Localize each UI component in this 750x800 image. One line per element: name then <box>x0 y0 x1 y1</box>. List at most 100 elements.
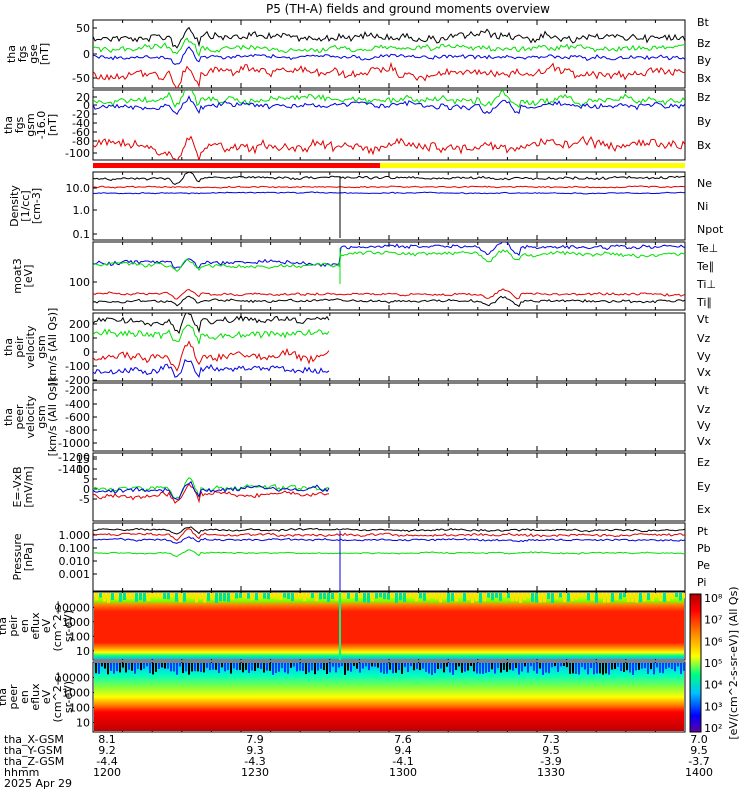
electron-spectrogram-cell <box>212 663 214 670</box>
y-tick-label: 0 <box>83 346 90 359</box>
electron-spectrogram-cell <box>143 663 145 669</box>
y-tick-label: 10 <box>76 645 90 658</box>
ion-spectrogram-cell <box>431 593 434 599</box>
electron-spectrogram-cell <box>596 663 598 674</box>
electron-spectrogram-cell <box>329 663 331 673</box>
y-label-line: velocity <box>24 325 37 368</box>
electron-spectrogram-cell <box>623 663 625 672</box>
electron-spectrogram-cell <box>590 663 592 668</box>
ion-spectrogram-cell <box>199 593 202 600</box>
y-label-line: eflux <box>29 683 42 711</box>
electron-spectrogram-cell <box>128 663 130 670</box>
ion-spectrogram-cell <box>555 593 558 600</box>
legend-vx: Vx <box>697 366 712 379</box>
y-label-line: tha <box>2 338 15 356</box>
y-tick-label: 100 <box>69 702 90 715</box>
electron-spectrogram-cell <box>251 663 253 671</box>
panel-frame <box>92 382 686 452</box>
electron-spectrogram-cell <box>500 663 502 673</box>
electron-spectrogram-cell <box>569 663 571 674</box>
ion-spectrogram-cell <box>211 593 214 600</box>
colorbar-scale <box>689 593 702 733</box>
ion-spectrogram-cell <box>267 593 270 600</box>
electron-spectrogram-cell <box>572 663 574 674</box>
trace-ey <box>93 477 330 500</box>
electron-spectrogram-cell <box>392 663 394 674</box>
trace-ni <box>93 172 685 185</box>
y-label-line: tha <box>5 45 18 63</box>
ion-spectrogram-cell <box>287 593 290 600</box>
electron-spectrogram-cell <box>377 663 379 668</box>
x-axis-value: -4.3 <box>244 755 265 768</box>
x-axis-value: 9.5 <box>690 744 708 757</box>
electron-spectrogram-cell <box>152 663 154 675</box>
trace-bt <box>93 26 685 49</box>
electron-spectrogram-cell <box>98 663 100 674</box>
trace-vt <box>93 313 330 335</box>
ion-spectrogram-cell <box>347 593 350 599</box>
electron-spectrogram-cell <box>326 663 328 674</box>
x-axis-value: 9.4 <box>394 744 412 757</box>
ion-spectrogram-cell <box>679 593 682 601</box>
electron-spectrogram-cell <box>614 663 616 669</box>
y-tick-label: 0.1 <box>73 228 91 241</box>
electron-spectrogram-cell <box>227 663 229 670</box>
legend-by: By <box>697 115 712 128</box>
ion-spectrogram-cell <box>359 593 362 598</box>
legend-vz: Vz <box>697 403 711 416</box>
panel-3: Density[1/cc][cm-3] 10.0 1.0 0.1 Ne Ni Npot <box>8 171 724 241</box>
y-tick-label: 10000 <box>55 672 90 685</box>
electron-spectrogram-cell <box>371 663 373 667</box>
ion-spectrogram-cell <box>551 593 554 603</box>
ion-spectrogram-cell <box>123 593 126 600</box>
electron-spectrogram-cell <box>533 663 535 671</box>
ion-spectrogram-cell <box>515 593 518 602</box>
electron-spectrogram-cell <box>230 663 232 674</box>
x-axis-value: 9.5 <box>542 744 560 757</box>
electron-spectrogram-cell <box>266 663 268 671</box>
legend-ti∥: Ti∥ <box>696 296 712 309</box>
y-tick-label: 1.000 <box>59 529 91 542</box>
mode-bar-yellow <box>380 163 685 168</box>
electron-spectrogram-cell <box>347 663 349 671</box>
ion-spectrogram-cell <box>527 593 530 599</box>
electron-spectrogram-cell <box>209 663 211 671</box>
ion-spectrogram-cell <box>103 593 106 602</box>
ion-spectrogram-cell <box>635 593 638 603</box>
figure-title: P5 (TH-A) fields and ground moments over… <box>266 2 550 16</box>
ion-spectrogram-cell <box>167 593 170 600</box>
electron-spectrogram-cell <box>188 663 190 675</box>
ion-spectrogram-cell <box>259 593 262 599</box>
ion-spectrogram-cell <box>407 593 410 598</box>
electron-spectrogram-cell <box>608 663 610 675</box>
ion-spectrogram-cell <box>291 593 294 602</box>
y-tick-label: -50 <box>72 72 90 85</box>
legend-vt: Vt <box>697 384 710 397</box>
legend-ne: Ne <box>697 177 712 190</box>
electron-spectrogram-cell <box>341 663 343 667</box>
ion-spectrogram-cell <box>575 593 578 600</box>
electron-spectrogram-cell <box>680 663 682 675</box>
electron-spectrogram-cell <box>509 663 511 670</box>
y-label-line: [km/s (All Qs)] <box>46 378 59 457</box>
electron-spectrogram-cell <box>221 663 223 668</box>
legend-by: By <box>697 54 712 67</box>
legend-pb: Pb <box>697 542 711 555</box>
y-tick-label: 100 <box>69 630 90 643</box>
electron-spectrogram-cell <box>503 663 505 671</box>
electron-spectrogram-cell <box>134 663 136 674</box>
electron-spectrogram-cell <box>410 663 412 667</box>
electron-spectrogram-cell <box>437 663 439 669</box>
ion-spectrogram-cell <box>559 593 562 598</box>
x-axis-value: 1300 <box>389 766 417 779</box>
ion-spectrogram-cell <box>467 593 470 601</box>
electron-spectrogram-cell <box>386 663 388 674</box>
ion-spectrogram-cell <box>95 593 98 601</box>
ion-spectrogram-cell <box>263 593 266 599</box>
x-axis-row-label: hhmm <box>4 766 39 779</box>
y-tick-label: -100 <box>65 147 90 160</box>
